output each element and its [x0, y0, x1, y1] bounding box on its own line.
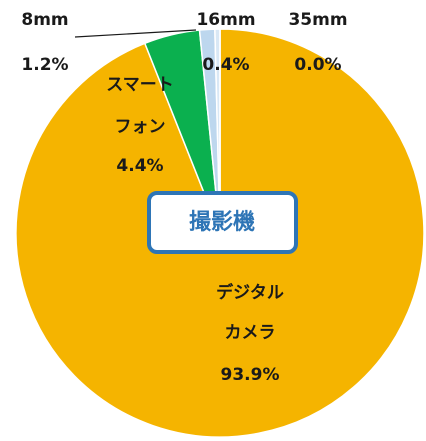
slice-label: 35mm — [288, 10, 347, 30]
leader-line — [74, 29, 197, 38]
slice-value-label: 0.4% — [202, 55, 249, 75]
slice-label: スマート — [106, 75, 174, 95]
slice-value-label: 0.0% — [294, 55, 341, 75]
slice-value-label: 1.2% — [21, 55, 68, 75]
center-label: 撮影機 — [189, 209, 255, 235]
slice-label: カメラ — [225, 323, 276, 343]
center-label-box — [147, 191, 298, 254]
slice-label: 16mm — [196, 10, 255, 30]
slice-value-label: 93.9% — [221, 365, 280, 385]
slice-label: 8mm — [21, 10, 68, 30]
slice-value-label: 4.4% — [116, 156, 163, 176]
slice-label: フォン — [115, 117, 166, 137]
slice-label: デジタル — [216, 282, 284, 303]
